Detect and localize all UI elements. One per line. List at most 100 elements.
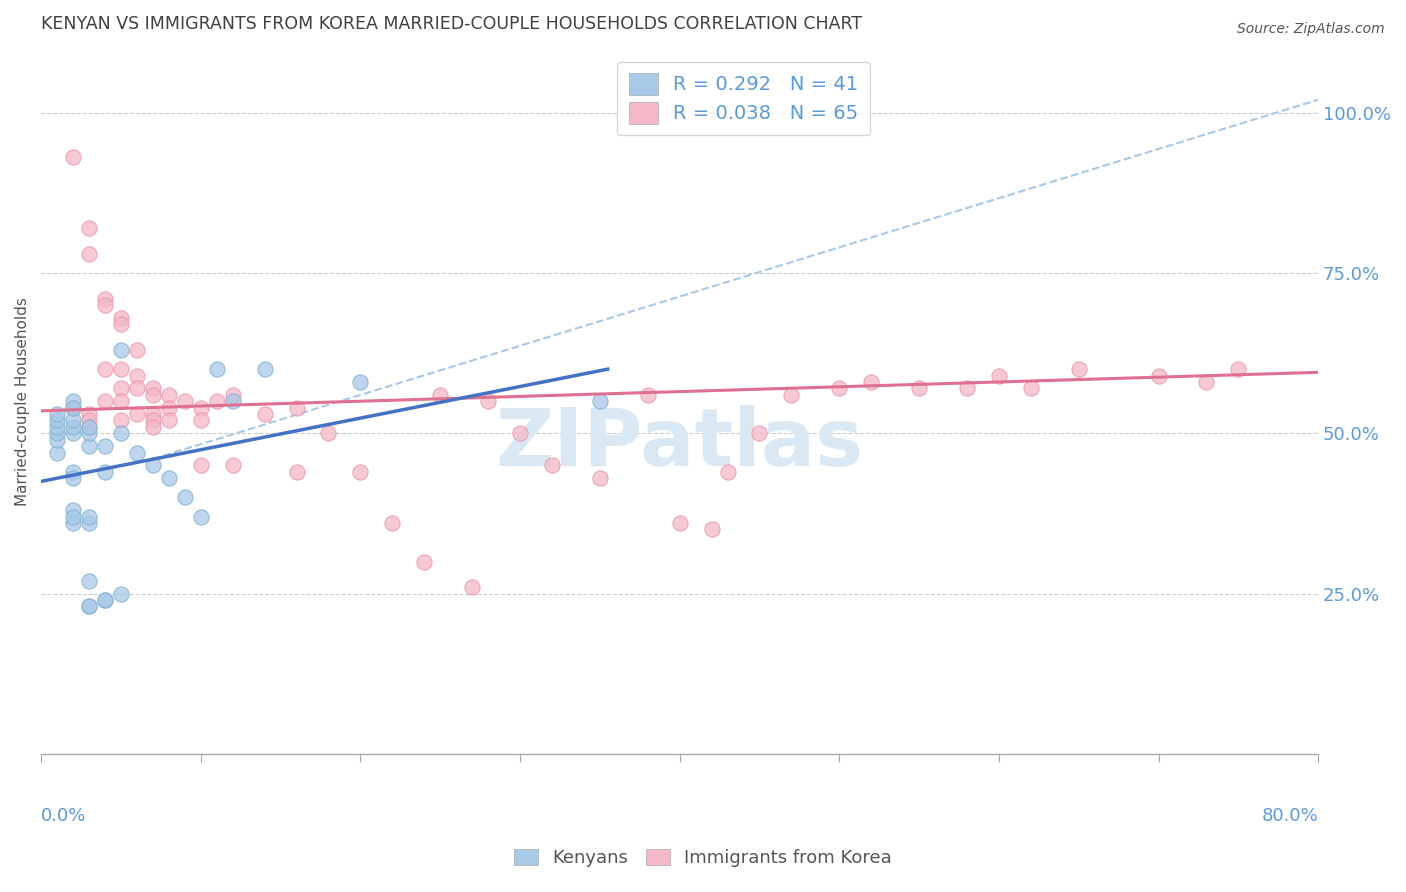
Point <box>142 407 165 421</box>
Point <box>46 407 69 421</box>
Point <box>908 381 931 395</box>
Point <box>318 426 340 441</box>
Legend: R = 0.292   N = 41, R = 0.038   N = 65: R = 0.292 N = 41, R = 0.038 N = 65 <box>617 62 870 136</box>
Point <box>860 375 883 389</box>
Point <box>110 343 132 357</box>
Point <box>110 310 132 325</box>
Point <box>190 458 212 473</box>
Y-axis label: Married-couple Households: Married-couple Households <box>15 297 30 506</box>
Point <box>125 368 148 383</box>
Point <box>77 246 100 260</box>
Point <box>190 401 212 415</box>
Point <box>62 516 84 530</box>
Point <box>142 388 165 402</box>
Point <box>173 491 195 505</box>
Point <box>1227 362 1250 376</box>
Point <box>589 394 612 409</box>
Point <box>1195 375 1218 389</box>
Point <box>349 465 371 479</box>
Point <box>62 503 84 517</box>
Point <box>110 394 132 409</box>
Text: 0.0%: 0.0% <box>41 807 87 825</box>
Point <box>77 420 100 434</box>
Point <box>461 580 484 594</box>
Point <box>173 394 195 409</box>
Point <box>142 420 165 434</box>
Point <box>125 381 148 395</box>
Text: ZIPatlas: ZIPatlas <box>495 405 863 483</box>
Point <box>413 555 436 569</box>
Point <box>62 471 84 485</box>
Point <box>110 362 132 376</box>
Point <box>77 407 100 421</box>
Point <box>46 445 69 459</box>
Point <box>62 509 84 524</box>
Point <box>205 394 228 409</box>
Point <box>46 420 69 434</box>
Point <box>285 401 308 415</box>
Point <box>77 509 100 524</box>
Text: 80.0%: 80.0% <box>1261 807 1319 825</box>
Point <box>94 593 117 607</box>
Point <box>62 401 84 415</box>
Point <box>748 426 770 441</box>
Point <box>77 426 100 441</box>
Point <box>110 426 132 441</box>
Point <box>110 317 132 331</box>
Point <box>62 426 84 441</box>
Point <box>190 413 212 427</box>
Point <box>477 394 499 409</box>
Point <box>46 413 69 427</box>
Point <box>285 465 308 479</box>
Point <box>668 516 690 530</box>
Point <box>1147 368 1170 383</box>
Text: Source: ZipAtlas.com: Source: ZipAtlas.com <box>1237 22 1385 37</box>
Point <box>1067 362 1090 376</box>
Point <box>77 439 100 453</box>
Point <box>142 413 165 427</box>
Point <box>716 465 738 479</box>
Point <box>94 298 117 312</box>
Point <box>157 401 180 415</box>
Point <box>110 413 132 427</box>
Point <box>62 413 84 427</box>
Point <box>46 433 69 447</box>
Point <box>94 362 117 376</box>
Point <box>381 516 404 530</box>
Point <box>77 516 100 530</box>
Point <box>700 523 723 537</box>
Point <box>429 388 451 402</box>
Point <box>253 362 276 376</box>
Point <box>157 413 180 427</box>
Point <box>157 471 180 485</box>
Point <box>637 388 659 402</box>
Point <box>589 471 612 485</box>
Point <box>253 407 276 421</box>
Legend: Kenyans, Immigrants from Korea: Kenyans, Immigrants from Korea <box>508 841 898 874</box>
Point <box>157 388 180 402</box>
Point <box>94 394 117 409</box>
Point <box>94 593 117 607</box>
Point <box>62 151 84 165</box>
Point <box>94 465 117 479</box>
Point <box>62 401 84 415</box>
Point <box>77 413 100 427</box>
Point <box>221 458 243 473</box>
Point <box>77 574 100 588</box>
Point <box>125 343 148 357</box>
Point <box>828 381 851 395</box>
Point <box>221 394 243 409</box>
Point <box>125 445 148 459</box>
Point <box>77 599 100 614</box>
Point <box>77 599 100 614</box>
Point <box>125 407 148 421</box>
Point <box>509 426 531 441</box>
Point <box>77 420 100 434</box>
Point <box>541 458 564 473</box>
Point <box>190 509 212 524</box>
Point <box>780 388 803 402</box>
Point <box>205 362 228 376</box>
Point <box>142 381 165 395</box>
Point <box>94 439 117 453</box>
Text: KENYAN VS IMMIGRANTS FROM KOREA MARRIED-COUPLE HOUSEHOLDS CORRELATION CHART: KENYAN VS IMMIGRANTS FROM KOREA MARRIED-… <box>41 15 862 33</box>
